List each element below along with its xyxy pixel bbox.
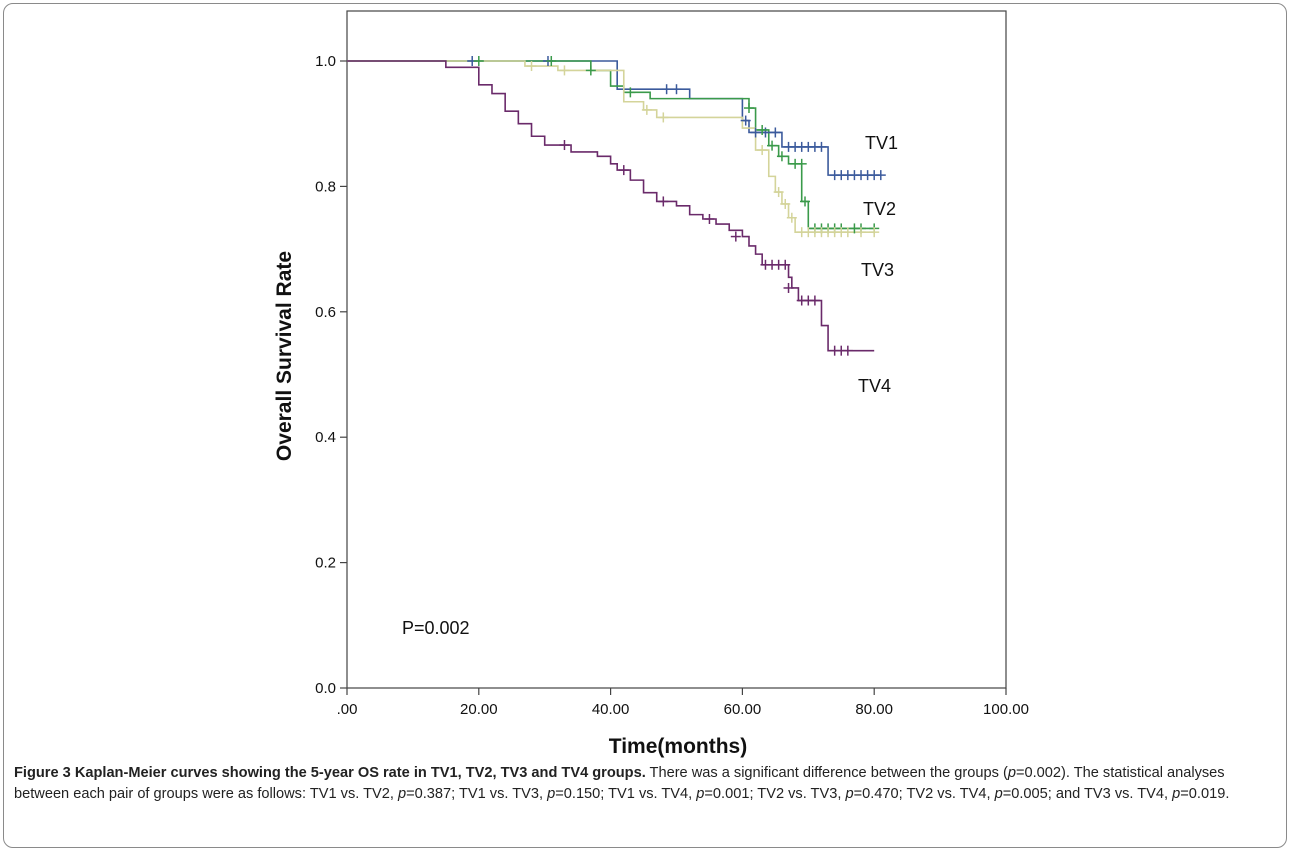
x-tick-label: 20.00 [460, 701, 498, 718]
censor-mark-tv2 [776, 151, 787, 162]
caption-text: There was a significant difference betwe… [645, 765, 1008, 781]
caption-italic: p [845, 786, 854, 802]
series-label-tv3: TV3 [861, 260, 894, 280]
caption-italic: p [994, 786, 1003, 802]
figure-caption: Figure 3 Kaplan-Meier curves showing the… [14, 763, 1276, 805]
series-label-tv4: TV4 [858, 376, 891, 396]
censor-mark-tv4 [780, 259, 791, 270]
y-axis-title: Overall Survival Rate [273, 251, 296, 461]
curve-tv2 [347, 60, 875, 230]
censor-mark-tv4 [618, 165, 629, 176]
caption-text: =0.150; TV1 vs. TV4, [555, 786, 697, 802]
censor-mark-tv4 [730, 231, 741, 242]
caption-italic: p [547, 786, 556, 802]
censor-mark-tv3 [780, 198, 791, 209]
x-tick-label: 100.00 [983, 701, 1029, 718]
caption-text: =0.005; and TV3 vs. TV4, [1002, 786, 1173, 802]
censor-mark-tv1 [770, 127, 781, 138]
y-tick-label: 0.6 [315, 304, 336, 321]
censor-mark-tv4 [559, 140, 570, 151]
censor-mark-tv2 [757, 124, 768, 135]
caption-text: =0.387; TV1 vs. TV3, [406, 786, 548, 802]
x-axis-title: Time(months) [609, 735, 747, 758]
series-label-tv1: TV1 [865, 133, 898, 153]
censor-mark-tv1 [816, 141, 827, 152]
caption-text: =0.019. [1180, 786, 1230, 802]
caption-italic: p [397, 786, 407, 802]
series-labels: TV1 TV2 TV3 TV4 [858, 133, 898, 396]
censor-mark-tv1 [740, 115, 751, 126]
caption-text: =0.001; TV2 vs. TV3, [704, 786, 846, 802]
figure-frame [3, 3, 1287, 848]
caption-body: There was a significant difference betwe… [14, 765, 1229, 802]
censor-mark-tv3 [641, 104, 652, 115]
y-tick-label: 0.0 [315, 680, 336, 697]
y-tick-label: 1.0 [315, 53, 336, 70]
caption-text: =0.002). The statistical analyses betwee… [14, 765, 1225, 802]
censor-mark-tv2 [796, 158, 807, 169]
y-tick-label: 0.4 [315, 429, 336, 446]
caption-title: Figure 3 Kaplan-Meier curves showing the… [14, 765, 646, 781]
x-tick-label: .00 [337, 701, 358, 718]
censor-mark-tv3 [559, 65, 570, 76]
censor-mark-tv4 [783, 282, 794, 293]
censor-mark-tv4 [658, 196, 669, 207]
censor-mark-tv1 [875, 170, 886, 181]
censor-mark-tv2 [473, 56, 484, 66]
censor-mark-tv1 [750, 127, 761, 138]
censor-mark-tv2 [546, 56, 557, 66]
caption-italic: p [1172, 786, 1181, 802]
censor-mark-tv3 [869, 227, 880, 238]
censor-mark-tv2 [743, 103, 754, 114]
caption-italic: p [696, 786, 705, 802]
x-tick-label: 40.00 [592, 701, 630, 718]
censor-mark-tv2 [767, 140, 778, 151]
censor-mark-tv2 [625, 87, 636, 98]
caption-italic: p [1007, 765, 1016, 781]
censor-mark-tv2 [800, 196, 811, 207]
km-survival-chart: 0.0 0.2 0.4 0.6 0.8 1.0 .00 20.00 40.00 60.00 80.… [273, 10, 1029, 758]
censor-mark-tv4 [704, 214, 715, 225]
caption-text: =0.470; TV2 vs. TV4, [853, 786, 995, 802]
censor-mark-tv1 [671, 84, 682, 95]
censor-mark-tv3 [773, 187, 784, 198]
x-axis-ticks: .00 20.00 40.00 60.00 80.00 100.00 [337, 688, 1029, 718]
censor-mark-tv3 [658, 112, 669, 123]
x-tick-label: 80.00 [855, 701, 893, 718]
censor-marks [467, 56, 886, 356]
y-tick-label: 0.8 [315, 178, 336, 195]
censor-mark-tv3 [786, 212, 797, 223]
censor-mark-tv4 [809, 295, 820, 306]
censor-mark-tv4 [842, 345, 853, 356]
x-tick-label: 60.00 [724, 701, 762, 718]
y-tick-label: 0.2 [315, 555, 336, 572]
censor-mark-tv1 [661, 84, 672, 95]
p-value-annotation: P=0.002 [402, 618, 470, 638]
series-label-tv2: TV2 [863, 199, 896, 219]
censor-mark-tv3 [526, 61, 537, 72]
censor-mark-tv3 [856, 227, 867, 238]
censor-mark-tv2 [585, 65, 596, 76]
censor-mark-tv3 [842, 227, 853, 238]
y-axis-ticks: 0.0 0.2 0.4 0.6 0.8 1.0 [315, 53, 347, 697]
plot-area [346, 10, 1007, 689]
censor-mark-tv3 [757, 145, 768, 156]
